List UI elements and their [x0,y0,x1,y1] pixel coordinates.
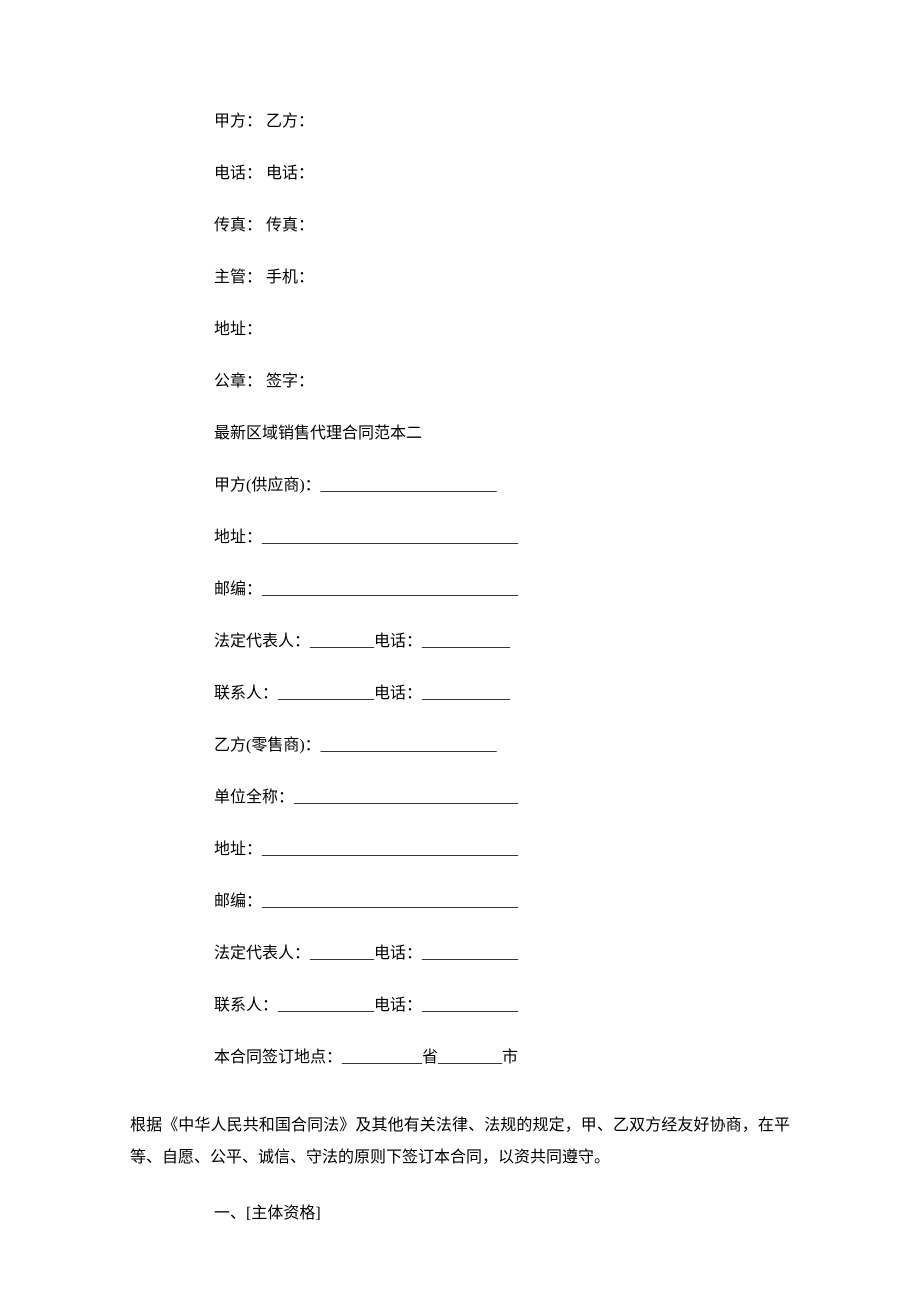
paragraph-block: 根据《中华人民共和国合同法》及其他有关法律、法规的规定，甲、乙双方经友好协商，在… [130,1110,790,1174]
retailer-address-line: 地址：________________________________ [214,838,790,862]
template-title-line: 最新区域销售代理合同范本二 [214,422,790,446]
supplier-contact-line: 联系人：____________电话：___________ [214,682,790,706]
party-a-supplier-line: 甲方(供应商)：______________________ [214,474,790,498]
retailer-contact-line: 联系人：____________电话：____________ [214,994,790,1018]
retailer-legal-rep-line: 法定代表人：________电话：____________ [214,942,790,966]
retailer-postcode-line: 邮编：________________________________ [214,890,790,914]
party-a-b-line: 甲方： 乙方： [214,110,790,134]
supervisor-mobile-line: 主管： 手机： [214,266,790,290]
supplier-postcode-line: 邮编：________________________________ [214,578,790,602]
fax-line: 传真： 传真： [214,214,790,238]
supplier-legal-rep-line: 法定代表人：________电话：___________ [214,630,790,654]
retailer-fullname-line: 单位全称：____________________________ [214,786,790,810]
address-line: 地址： [214,318,790,342]
section-heading: 一、[主体资格] [130,1202,790,1226]
preamble-paragraph: 根据《中华人民共和国合同法》及其他有关法律、法规的规定，甲、乙双方经友好协商，在… [130,1110,790,1174]
supplier-address-line: 地址：________________________________ [214,526,790,550]
signing-location-line: 本合同签订地点：__________省________市 [214,1046,790,1070]
seal-signature-line: 公章： 签字： [214,370,790,394]
party-b-retailer-line: 乙方(零售商)：______________________ [214,734,790,758]
form-fields-block: 甲方： 乙方： 电话： 电话： 传真： 传真： 主管： 手机： 地址： 公章： … [130,110,790,1070]
phone-line: 电话： 电话： [214,162,790,186]
